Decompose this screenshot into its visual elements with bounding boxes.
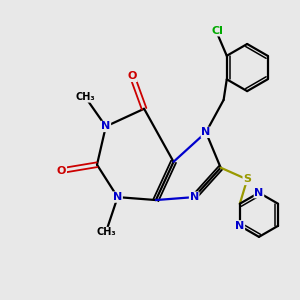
Text: O: O [57, 166, 66, 176]
Text: N: N [101, 122, 110, 131]
Text: CH₃: CH₃ [75, 92, 95, 102]
Text: Cl: Cl [212, 26, 224, 36]
Text: N: N [201, 127, 211, 137]
Text: N: N [113, 192, 122, 202]
Text: O: O [128, 71, 137, 81]
Text: CH₃: CH₃ [96, 227, 116, 237]
Text: N: N [235, 221, 244, 231]
Text: N: N [190, 192, 199, 202]
Text: N: N [254, 188, 264, 198]
Text: S: S [243, 174, 251, 184]
